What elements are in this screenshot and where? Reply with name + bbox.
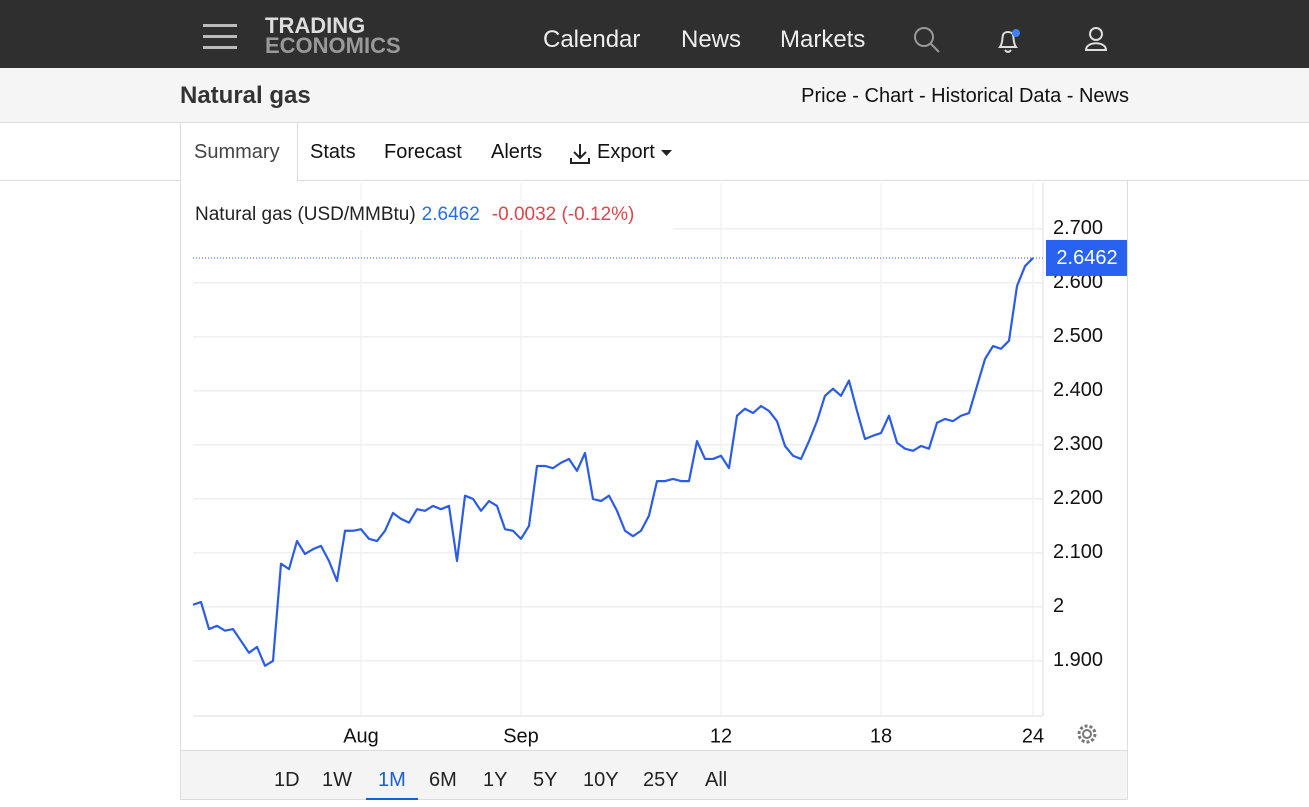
y-tick-label: 2.600 [1053, 271, 1103, 293]
logo[interactable]: TRADING ECONOMICS [265, 13, 401, 58]
x-tick-label: 24 [1022, 725, 1044, 747]
x-tick-label: Aug [343, 725, 379, 747]
tab[interactable]: Stats [310, 141, 356, 163]
y-tick-label: 2 [1053, 595, 1064, 617]
chart-title: Natural gas (USD/MMBtu) [195, 204, 416, 225]
range-button[interactable]: 6M [429, 769, 457, 791]
download-icon [570, 144, 590, 164]
range-button[interactable]: 10Y [583, 769, 619, 791]
x-tick-label: 12 [710, 725, 732, 747]
range-bar: 1D 1W 1M 6M 1Y 5Y 10Y 25Y All [180, 750, 1128, 800]
range-button[interactable]: 25Y [643, 769, 679, 791]
logo-top: TRADING [265, 13, 366, 38]
sub-links[interactable]: Price - Chart - Historical Data - News [801, 85, 1129, 107]
nav-link[interactable]: News [681, 26, 742, 53]
export-button[interactable]: Export [597, 141, 655, 163]
active-tab-box [180, 122, 298, 182]
legend-price: 2.6462 [422, 204, 480, 225]
y-tick-label: 2.100 [1053, 541, 1103, 563]
legend-change: -0.0032 (-0.12%) [492, 204, 635, 225]
chart: 1.900 2 2.100 2.200 2.300 2.400 2.500 2.600 2.70… [191, 183, 1129, 747]
bell-icon[interactable] [995, 26, 1023, 56]
y-tick-label: 2.400 [1053, 379, 1103, 401]
y-tick-label: 2.300 [1053, 433, 1103, 455]
caret [661, 150, 672, 156]
search-icon[interactable] [912, 25, 942, 55]
tab[interactable]: Summary [194, 141, 280, 163]
tab[interactable]: Alerts [491, 141, 543, 163]
user-icon[interactable] [1083, 25, 1111, 53]
menu-icon[interactable] [203, 24, 239, 50]
x-tick-label: 18 [870, 725, 892, 747]
settings-icon[interactable] [1077, 724, 1097, 744]
range-button[interactable]: 1M [366, 769, 418, 800]
price-line [192, 257, 1034, 667]
last-price-box [1046, 239, 1129, 276]
legend-bg [191, 200, 673, 230]
last-price-label: 2.6462 [1056, 247, 1117, 269]
range-button[interactable]: All [705, 769, 728, 791]
top-bar: TRADING ECONOMICS Calendar News Markets [0, 0, 1309, 68]
page-title: Natural gas [180, 82, 311, 109]
range-button[interactable]: 1D [274, 769, 300, 791]
y-tick-label: 2.700 [1053, 217, 1103, 239]
tab[interactable]: Forecast [384, 141, 462, 163]
range-button[interactable]: 5Y [533, 769, 558, 791]
nav-link[interactable]: Calendar [543, 26, 641, 53]
y-tick-label: 2.200 [1053, 487, 1103, 509]
nav-link[interactable]: Markets [780, 26, 866, 53]
logo-bottom: ECONOMICS [265, 33, 401, 58]
sub-bar: Natural gas Price - Chart - Historical D… [0, 68, 1309, 123]
x-tick-label: Sep [503, 725, 539, 747]
y-tick-label: 1.900 [1053, 649, 1103, 671]
chart-box: 1.900 2 2.100 2.200 2.300 2.400 2.500 2.600 2.70… [180, 180, 1129, 750]
tab-bar: Summary Stats Forecast Alerts Export [0, 122, 1309, 182]
range-button[interactable]: 1W [322, 769, 352, 791]
y-tick-label: 2.500 [1053, 325, 1103, 347]
range-button[interactable]: 1Y [483, 769, 508, 791]
